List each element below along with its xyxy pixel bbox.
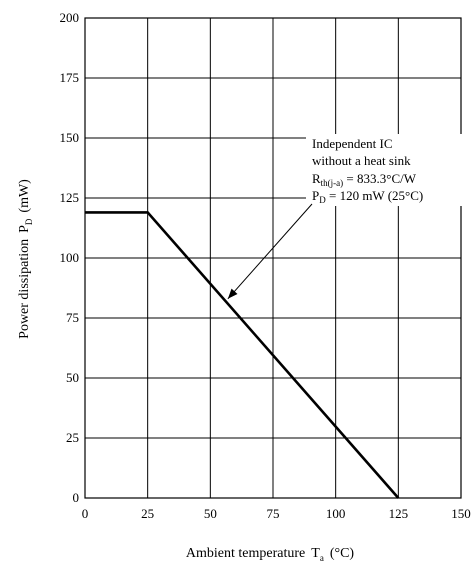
x-tick-label: 125	[389, 506, 409, 521]
y-axis-label: Power dissipation PD (mW)	[17, 179, 34, 339]
y-tick-label: 175	[60, 70, 80, 85]
annotation-line-3-symbol: R	[312, 171, 321, 186]
x-axis-label-text: Ambient temperature	[186, 546, 305, 561]
series-lines	[85, 211, 400, 499]
y-tick-label: 150	[60, 130, 80, 145]
x-tick-label: 50	[204, 506, 217, 521]
plot-frame	[84, 17, 462, 499]
y-axis-label-text: Power dissipation	[17, 239, 32, 339]
annotation-line-3: Rth(j-a) = 833.3°C/W	[312, 171, 417, 188]
x-axis-label-sub: a	[320, 553, 324, 563]
y-tick-label: 100	[60, 250, 80, 265]
y-tick-label: 25	[66, 430, 79, 445]
x-tick-label: 150	[451, 506, 471, 521]
y-tick-labels: 0 25 50 75 100 125 150 175 200	[60, 10, 80, 505]
plot-border	[84, 17, 462, 499]
y-axis-label-sub: D	[24, 218, 34, 225]
y-tick-label: 50	[66, 370, 79, 385]
x-tick-labels: 0 25 50 75 100 125 150	[82, 506, 471, 521]
annotation-line-1: Independent IC	[312, 136, 393, 151]
y-tick-label: 75	[66, 310, 79, 325]
annotation-line-4-sub: D	[319, 195, 326, 205]
annotation-line-4-symbol: P	[312, 188, 319, 203]
y-axis-label-symbol: P	[17, 225, 32, 233]
y-tick-label: 125	[60, 190, 80, 205]
annotation: Independent IC without a heat sink Rth(j…	[227, 134, 463, 300]
grid-lines	[84, 17, 462, 499]
annotation-line-4-value: = 120 mW (25°C)	[326, 188, 424, 203]
y-axis-label-unit: (mW)	[17, 179, 32, 213]
x-tick-label: 100	[326, 506, 346, 521]
annotation-arrowhead	[227, 288, 238, 299]
x-tick-label: 0	[82, 506, 89, 521]
annotation-box	[306, 134, 463, 206]
y-tick-label: 0	[73, 490, 80, 505]
derating-curve	[85, 211, 400, 499]
annotation-line-4: PD = 120 mW (25°C)	[312, 188, 423, 205]
annotation-line-2: without a heat sink	[312, 153, 411, 168]
annotation-leader-line	[227, 203, 313, 300]
y-tick-label: 200	[60, 10, 80, 25]
x-axis-label: Ambient temperature Ta (°C)	[186, 546, 355, 563]
x-axis-label-unit: (°C)	[330, 546, 355, 561]
x-axis-label-symbol: T	[311, 546, 320, 561]
x-tick-label: 75	[267, 506, 280, 521]
annotation-line-3-value: = 833.3°C/W	[343, 171, 417, 186]
x-tick-label: 25	[141, 506, 154, 521]
annotation-line-3-sub: th(j-a)	[321, 178, 344, 188]
